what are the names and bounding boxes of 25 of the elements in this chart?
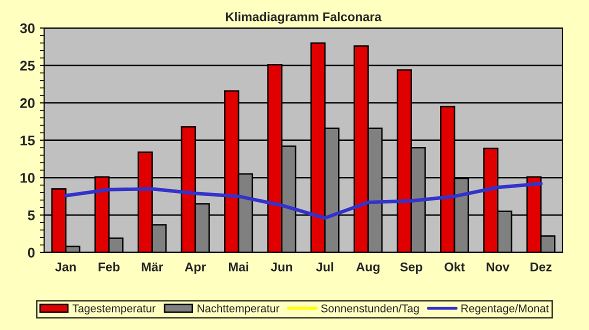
x-tick-label: Jun	[270, 262, 292, 272]
line-series	[64, 182, 543, 220]
y-tick-label: 10	[20, 172, 35, 183]
x-tick-label: Aug	[356, 262, 380, 274]
y-tick-label: 15	[20, 136, 35, 146]
x-tick-label: Feb	[98, 262, 120, 272]
x-tick-label: Dez	[530, 262, 552, 272]
y-tick-label: 0	[28, 248, 35, 258]
x-tick-label: Apr	[184, 262, 206, 274]
x-tick-label: Nov	[486, 262, 510, 272]
y-tick-label: 20	[20, 98, 35, 108]
legend-label: Tagestemperatur	[72, 304, 156, 315]
x-tick-label: Sep	[400, 262, 422, 274]
y-tick-label: 30	[20, 23, 35, 34]
x-tick-label: Okt	[444, 262, 465, 272]
legend-label: Sonnenstunden/Tag	[321, 304, 419, 315]
y-tick-label: 25	[20, 60, 35, 71]
x-tick-label: Mai	[228, 262, 248, 272]
legend-label: Nachttemperatur	[198, 304, 280, 315]
x-tick-label: Jan	[55, 262, 76, 272]
x-tick-label: Jul	[316, 262, 334, 272]
legend-label: Regentage/Monat	[462, 304, 549, 315]
y-tick-label: 5	[28, 210, 35, 220]
x-tick-label: Mär	[142, 262, 164, 272]
chart-title: Klimadiagramm Falconara	[226, 12, 382, 24]
